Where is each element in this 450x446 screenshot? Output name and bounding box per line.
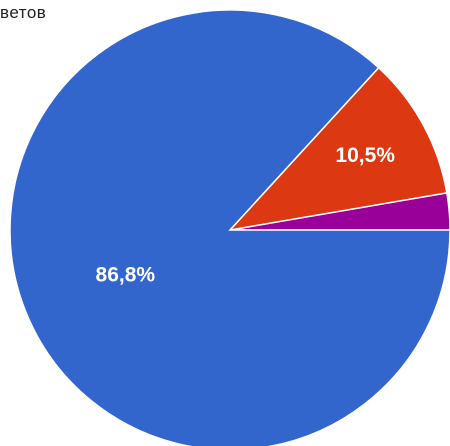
slice-label: 10,5% [335, 144, 395, 167]
pie-slices [9, 9, 450, 446]
pie-slice[interactable] [227, 66, 448, 232]
pie-labels: 10,5% 86,8% [96, 144, 396, 287]
chart-title-fragment: ветов [0, 3, 47, 22]
slice-label: 86,8% [96, 264, 156, 287]
pie-slice[interactable] [9, 9, 450, 446]
